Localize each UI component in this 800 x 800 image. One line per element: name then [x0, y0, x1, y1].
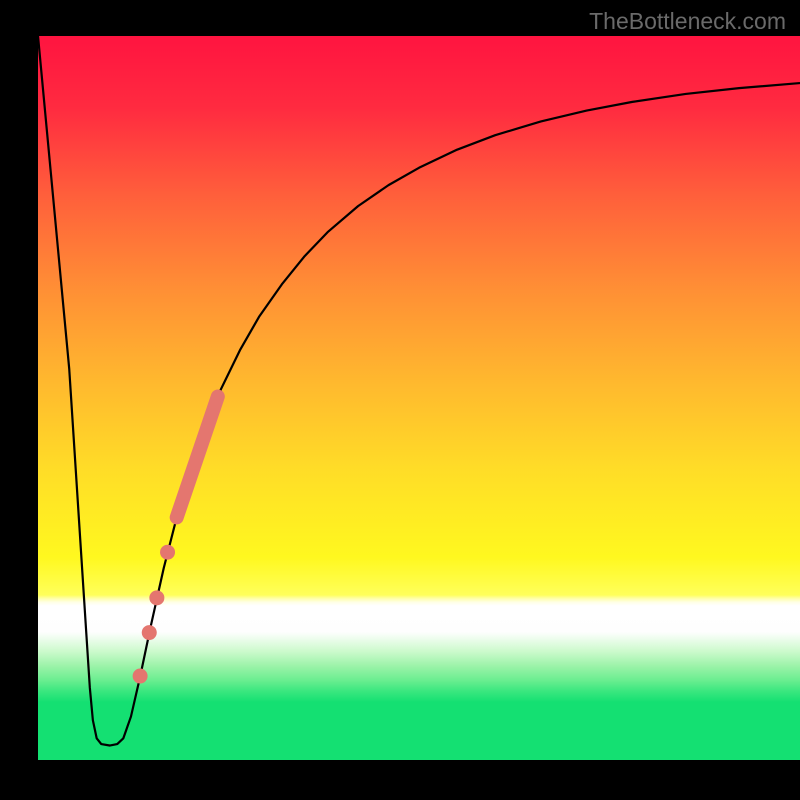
marker-dot [149, 590, 164, 605]
marker-dot [133, 669, 148, 684]
gradient-background [38, 36, 800, 760]
bottleneck-chart [0, 0, 800, 800]
marker-dot [142, 625, 157, 640]
chart-container: TheBottleneck.com [0, 0, 800, 800]
watermark-text: TheBottleneck.com [589, 8, 786, 35]
marker-dot [160, 545, 175, 560]
